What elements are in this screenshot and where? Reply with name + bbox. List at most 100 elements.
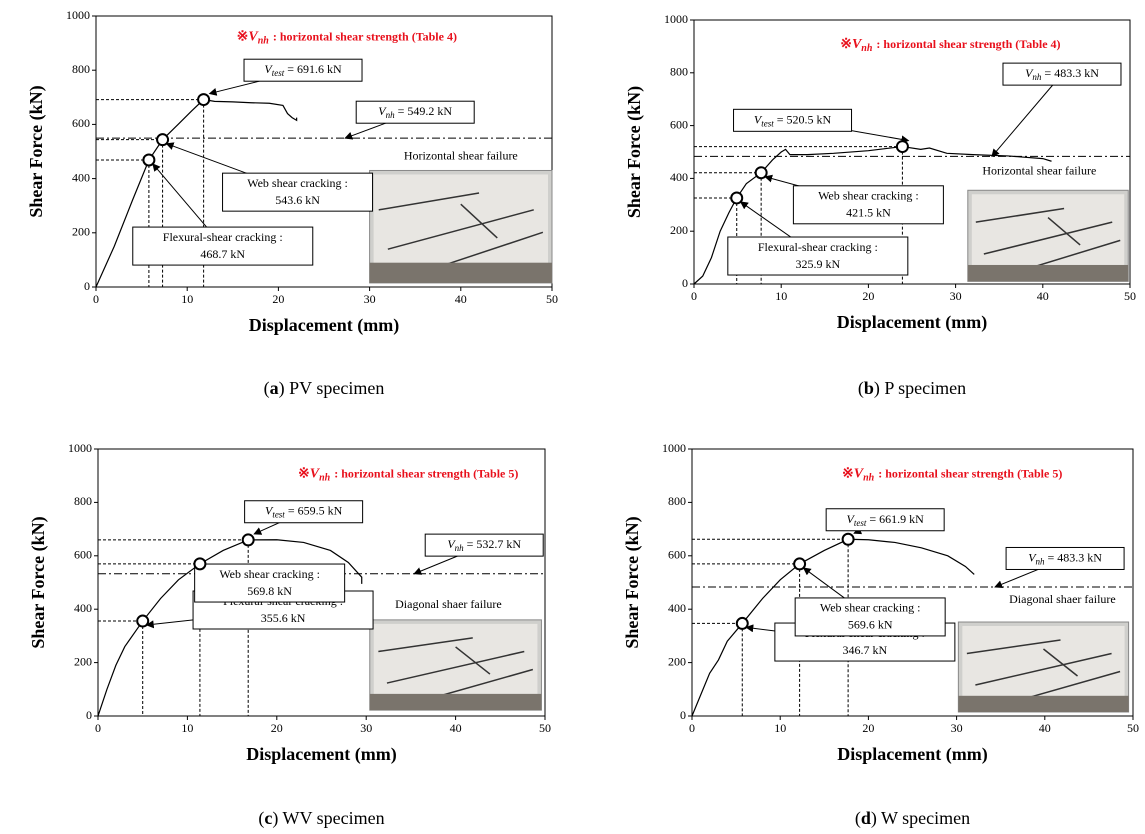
caption-part: ) P specimen: [874, 378, 966, 399]
value-label: 569.6 kN: [848, 618, 893, 632]
figure: 0200400600800100001020304050Displacement…: [0, 0, 1145, 834]
photo-floor: [370, 694, 542, 710]
note-text: : horizontal shear strength (Table 5): [334, 466, 518, 480]
y-tick-label: 1000: [68, 441, 92, 455]
y-tick-label: 800: [72, 62, 90, 76]
marker: [731, 192, 742, 203]
value-text: = 661.9 kN: [869, 512, 924, 526]
marker: [243, 534, 254, 545]
y-tick-label: 0: [680, 708, 686, 722]
var-sub: nh: [386, 110, 396, 120]
var-sub: nh: [455, 543, 465, 553]
marker-text: Web shear cracking :: [818, 189, 919, 203]
x-tick-label: 30: [364, 292, 376, 306]
x-axis-title: Displacement (mm): [246, 744, 396, 765]
x-tick-label: 50: [546, 292, 558, 306]
value-label: 468.7 kN: [200, 247, 245, 261]
x-tick-label: 0: [93, 292, 99, 306]
y-tick-label: 200: [74, 654, 92, 668]
photo-caption: Horizontal shear failure: [982, 164, 1096, 178]
photo-wall: [374, 624, 538, 696]
caption-part: c: [264, 808, 272, 828]
var-sub: test: [761, 118, 774, 128]
photo-wall: [972, 194, 1124, 267]
y-tick-label: 600: [670, 117, 688, 131]
marker-text: Flexural-shear cracking :: [758, 240, 878, 254]
value-label: 421.5 kN: [846, 206, 891, 220]
caption: (d) W specimen: [855, 808, 970, 829]
note-sub: nh: [863, 473, 875, 484]
note-symbol: ※: [237, 30, 249, 45]
value-text: = 532.7 kN: [467, 537, 522, 551]
caption-part: d: [861, 808, 871, 828]
photo-caption: Horizontal shear failure: [404, 149, 518, 163]
marker-text: Web shear cracking :: [820, 601, 921, 615]
note: ※Vnh: horizontal shear strength (Table 5…: [298, 466, 518, 484]
photo-floor: [968, 265, 1128, 281]
note-symbol: ※: [840, 37, 852, 52]
note-sub: nh: [258, 36, 270, 47]
x-tick-label: 20: [862, 289, 874, 303]
value-text: = 549.2 kN: [398, 104, 453, 118]
marker-text: Web shear cracking :: [219, 567, 320, 581]
x-tick-label: 0: [691, 289, 697, 303]
x-tick-label: 10: [181, 721, 193, 735]
marker: [756, 167, 767, 178]
value-label: 325.9 kN: [795, 257, 840, 271]
x-tick-label: 20: [272, 292, 284, 306]
y-tick-label: 1000: [662, 441, 686, 455]
note-text: : horizontal shear strength (Table 5): [878, 466, 1062, 480]
caption-part: a: [270, 378, 279, 398]
y-axis-title: Shear Force (kN): [622, 516, 643, 648]
y-tick-label: 200: [670, 223, 688, 237]
caption: (c) WV specimen: [258, 808, 384, 829]
note: ※Vnh: horizontal shear strength (Table 4…: [840, 37, 1060, 55]
caption-part: ) WV specimen: [272, 808, 384, 829]
x-tick-label: 40: [1039, 721, 1051, 735]
x-axis-title: Displacement (mm): [837, 744, 987, 765]
x-tick-label: 0: [95, 721, 101, 735]
y-tick-label: 400: [72, 170, 90, 184]
x-tick-label: 30: [951, 721, 963, 735]
x-axis-title: Displacement (mm): [249, 315, 399, 336]
note-symbol: ※: [842, 467, 854, 482]
caption: (a) PV specimen: [264, 378, 385, 399]
y-tick-label: 0: [86, 708, 92, 722]
note: ※Vnh: horizontal shear strength (Table 5…: [842, 466, 1062, 484]
photo-wall: [374, 174, 548, 264]
marker: [143, 154, 154, 165]
y-tick-label: 800: [670, 65, 688, 79]
y-axis-title: Shear Force (kN): [28, 516, 49, 648]
marker: [794, 558, 805, 569]
photo-caption: Diagonal shaer failure: [395, 597, 502, 611]
value-label: 569.8 kN: [247, 584, 292, 598]
x-tick-label: 20: [271, 721, 283, 735]
x-tick-label: 30: [360, 721, 372, 735]
y-tick-label: 0: [84, 279, 90, 293]
marker-text: Web shear cracking :: [247, 176, 348, 190]
x-tick-label: 40: [1037, 289, 1049, 303]
marker: [897, 141, 908, 152]
marker: [737, 618, 748, 629]
x-tick-label: 20: [862, 721, 874, 735]
marker: [843, 534, 854, 545]
var-sub: test: [272, 510, 285, 520]
var-sub: nh: [1032, 72, 1042, 82]
value-label: 346.7 kN: [843, 643, 888, 657]
value-label: 543.6 kN: [275, 193, 320, 207]
y-tick-label: 800: [74, 494, 92, 508]
x-tick-label: 10: [181, 292, 193, 306]
var-sub: test: [854, 518, 867, 528]
y-tick-label: 1000: [66, 8, 90, 22]
y-tick-label: 800: [668, 494, 686, 508]
var-sub: test: [272, 68, 285, 78]
marker-text: Flexural-shear cracking :: [163, 230, 283, 244]
note-text: : horizontal shear strength (Table 4): [273, 29, 457, 43]
y-tick-label: 400: [668, 601, 686, 615]
x-tick-label: 50: [1127, 721, 1139, 735]
note-sub: nh: [319, 473, 331, 484]
y-tick-label: 600: [668, 548, 686, 562]
value-text: = 483.3 kN: [1048, 550, 1103, 564]
value-text: = 691.6 kN: [287, 62, 342, 76]
arrow: [992, 74, 1062, 156]
